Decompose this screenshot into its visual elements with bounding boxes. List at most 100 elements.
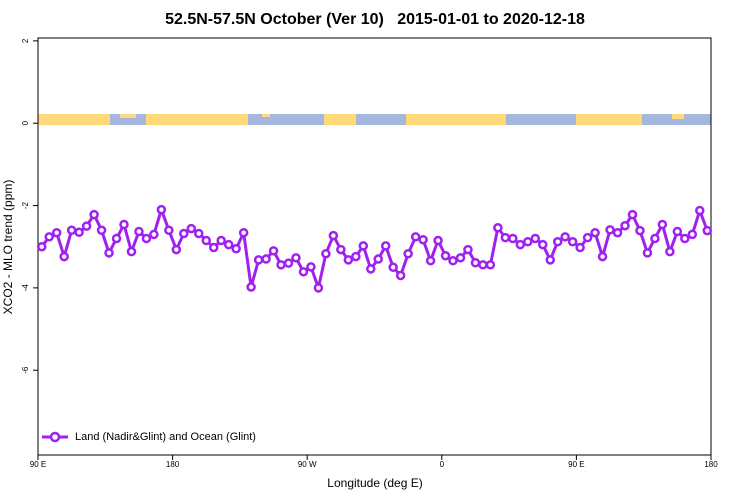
point	[149, 229, 159, 240]
point	[582, 232, 593, 243]
point	[321, 248, 331, 259]
land-band	[262, 114, 270, 117]
point	[51, 227, 62, 238]
point	[194, 228, 204, 239]
point	[66, 225, 77, 235]
y-tick-label: -4	[21, 284, 30, 292]
y-axis-label: XCO2 - MLO trend (ppm)	[1, 180, 15, 315]
point	[418, 234, 428, 245]
point	[336, 244, 346, 255]
point	[552, 237, 563, 247]
point	[657, 219, 668, 230]
point	[605, 225, 615, 235]
point	[208, 242, 219, 253]
point	[642, 248, 653, 258]
point	[104, 248, 114, 258]
point	[59, 251, 69, 262]
point	[448, 255, 458, 266]
point	[74, 227, 84, 238]
point	[351, 251, 361, 262]
land-ocean-strip	[38, 114, 711, 125]
point	[597, 251, 608, 262]
point	[672, 226, 683, 237]
x-axis-label: Longitude (deg E)	[327, 476, 422, 490]
point	[366, 264, 376, 274]
chart-title: 52.5N-57.5N October (Ver 10) 2015-01-01 …	[165, 11, 585, 28]
point	[530, 233, 541, 244]
point	[373, 254, 383, 264]
ocean-band	[38, 114, 711, 125]
point	[261, 254, 271, 264]
point	[403, 248, 413, 259]
point	[410, 232, 421, 242]
point	[306, 262, 316, 272]
plot-frame	[37, 37, 712, 456]
point	[485, 260, 496, 270]
x-tick-label: 180	[166, 460, 180, 469]
point	[515, 239, 526, 250]
point	[545, 255, 555, 265]
point	[223, 239, 234, 250]
point	[627, 209, 638, 220]
point	[665, 246, 675, 257]
point	[298, 267, 309, 277]
x-tick-label: 180	[704, 460, 718, 469]
point	[328, 230, 339, 241]
point	[388, 262, 398, 273]
point	[395, 270, 406, 281]
point	[134, 226, 144, 237]
point	[253, 255, 264, 265]
point	[216, 235, 226, 246]
point	[291, 253, 301, 263]
point	[433, 235, 443, 246]
point	[171, 244, 182, 255]
point	[246, 282, 256, 292]
point	[680, 233, 690, 244]
point	[179, 228, 189, 239]
point	[89, 209, 99, 220]
point	[380, 241, 391, 251]
y-tick-label: 0	[21, 120, 30, 125]
legend-label: Land (Nadir&Glint) and Ocean (Glint)	[75, 431, 256, 443]
point	[96, 225, 107, 235]
x-tick-label: 90 W	[298, 460, 317, 469]
point	[508, 233, 518, 244]
y-tick-label: -2	[21, 201, 30, 209]
point	[126, 246, 137, 257]
legend-marker	[49, 431, 61, 443]
x-tick-label: 0	[440, 460, 445, 469]
point	[523, 237, 533, 247]
point	[156, 204, 167, 215]
point	[455, 253, 466, 263]
point	[186, 223, 197, 234]
land-band	[672, 114, 684, 119]
point	[141, 233, 152, 244]
point	[575, 242, 585, 253]
land-band	[146, 114, 248, 125]
point	[440, 251, 451, 261]
y-tick-label: 2	[21, 38, 30, 43]
land-band	[576, 114, 642, 125]
point	[463, 244, 473, 255]
point	[560, 232, 570, 242]
point	[313, 283, 324, 293]
point	[343, 255, 354, 265]
land-band	[120, 114, 136, 118]
point	[111, 233, 122, 244]
point	[590, 227, 600, 238]
point	[425, 255, 436, 266]
y-tick-label: -6	[21, 366, 30, 374]
land-band	[324, 114, 356, 125]
point	[538, 239, 548, 250]
point	[695, 205, 705, 216]
point	[470, 258, 481, 268]
point	[119, 219, 129, 230]
point	[358, 241, 369, 251]
point	[81, 221, 92, 231]
land-band	[38, 114, 110, 125]
point	[36, 241, 47, 252]
point	[164, 225, 174, 235]
point	[268, 246, 279, 256]
